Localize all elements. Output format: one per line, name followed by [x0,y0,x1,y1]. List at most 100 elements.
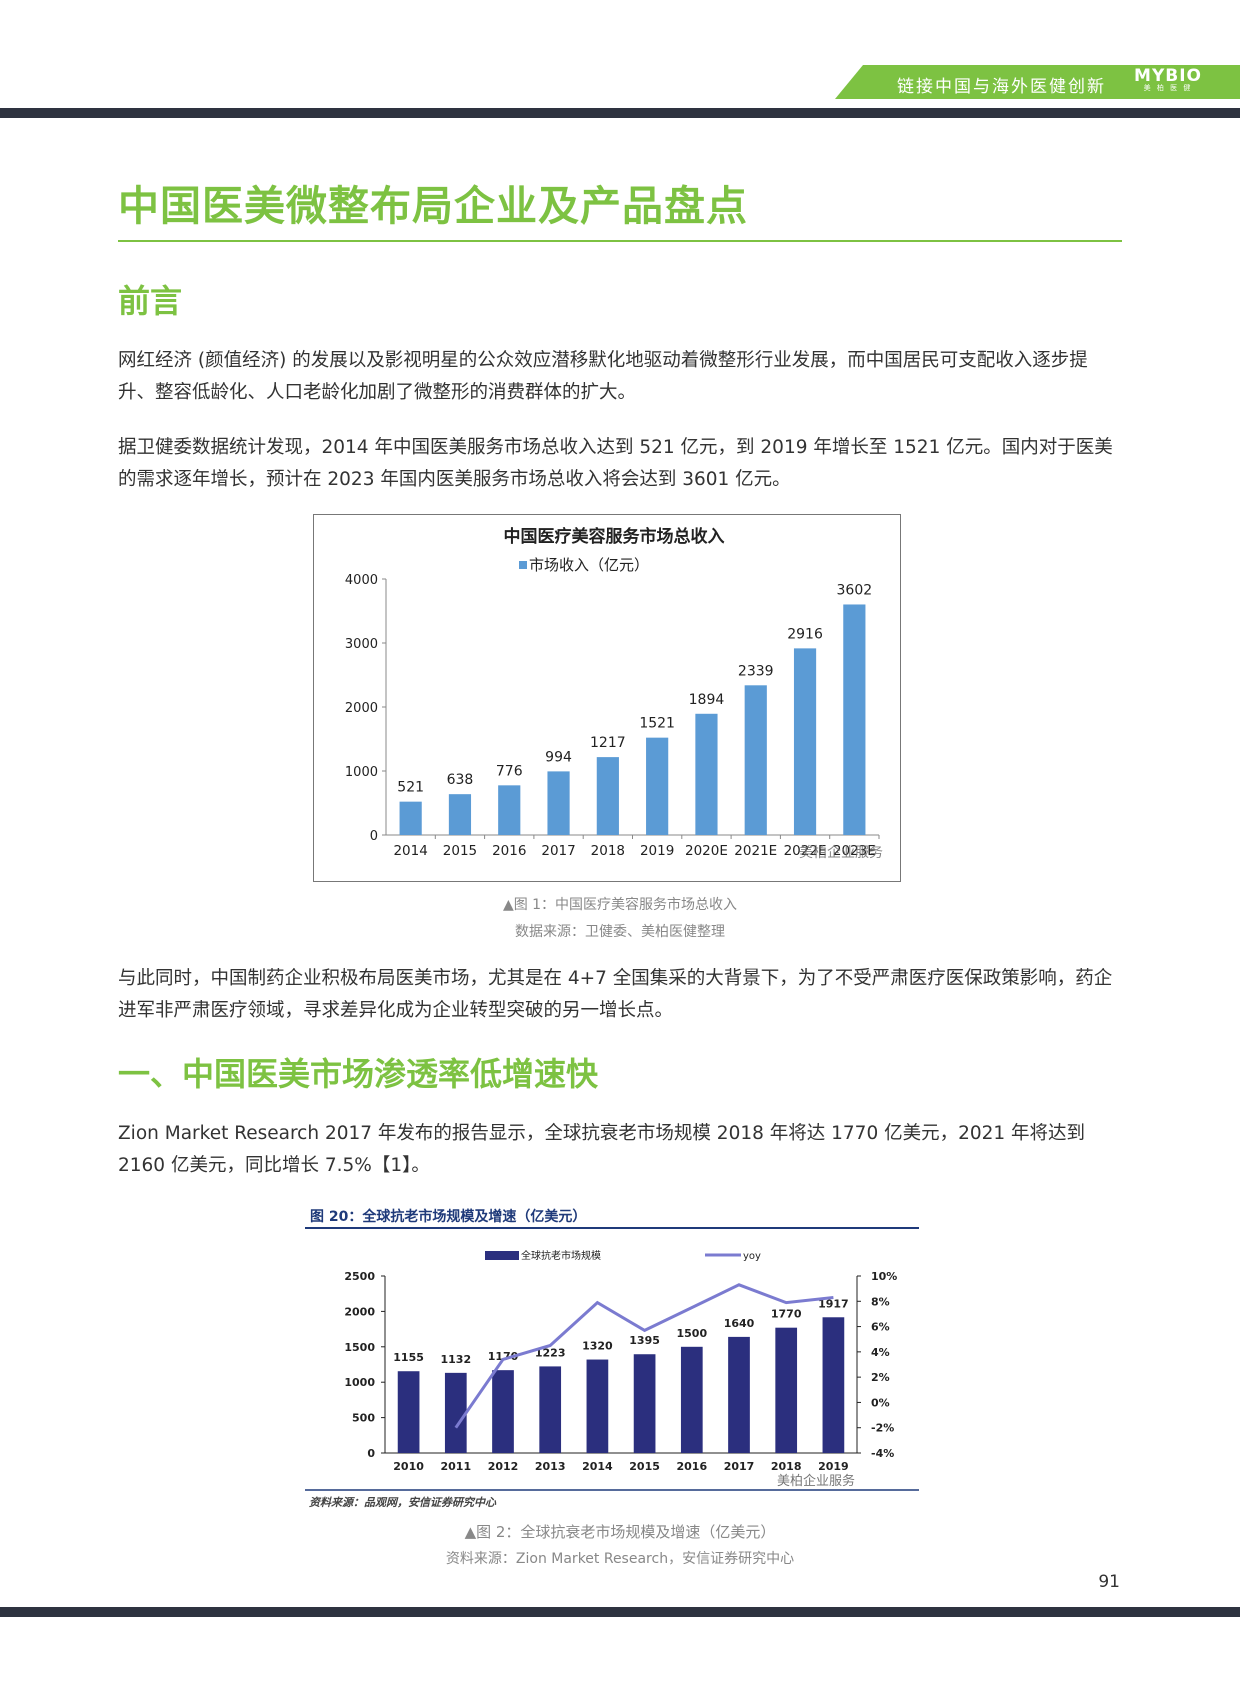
x-tick-label: 2023E [833,843,876,859]
paragraph-2: 据卫健委数据统计发现，2014 年中国医美服务市场总收入达到 521 亿元，到 … [118,437,1113,490]
data-label: 776 [496,763,523,779]
bar [397,1371,420,1453]
bar [586,1359,609,1453]
x-tick-label: 2019 [640,843,674,859]
bar [444,1372,467,1453]
bar [695,713,718,835]
y-tick-label: 500 [352,1412,375,1425]
data-label: 1217 [590,735,626,751]
y-tick-label: 0 [367,1447,375,1460]
header-rule [0,108,1240,118]
x-tick-label: 2020E [685,843,728,859]
y-tick-label: 2000 [345,701,378,716]
figure-2-svg: 图 20：全球抗老市场规模及增速（亿美元） 全球抗老市场规模 yoy 0 500 1… [305,1208,919,1509]
bar [822,1317,845,1453]
data-label: 3602 [837,582,873,598]
x-tick-label: 2014 [582,1460,613,1473]
data-label: 1170 [488,1350,519,1363]
x-tick-label: 2014 [393,843,427,859]
data-label: 1223 [535,1346,566,1359]
bar [775,1327,798,1453]
data-label: 521 [397,780,424,796]
section-heading-1: 一、中国医美市场渗透率低增速快 [118,1055,599,1093]
data-label: 1132 [440,1353,471,1366]
y2-tick-label: 2% [871,1371,890,1384]
page-number: 91 [1098,1572,1120,1592]
x-tick-label: 2015 [629,1460,660,1473]
data-label: 1155 [393,1351,424,1364]
bar [596,757,619,835]
x-tick-label: 2011 [440,1460,471,1473]
header-tagline: 链接中国与海外医健创新 [897,77,1106,97]
figure-1-source: 数据来源：卫健委、美柏医健整理 [515,924,725,940]
chart-title: 图 20：全球抗老市场规模及增速（亿美元） [310,1208,586,1225]
data-label: 1395 [629,1334,660,1347]
data-label: 1917 [818,1297,849,1310]
title-divider [118,240,1122,242]
x-tick-label: 2016 [676,1460,707,1473]
data-label: 1894 [689,692,725,708]
paragraph-3: 与此同时，中国制药企业积极布局医美市场，尤其是在 4+7 全国集采的大背景下，为… [118,968,1113,1021]
chart-source-note: 资料来源：品观网，安信证券研究中心 [309,1496,497,1509]
y2-tick-label: 6% [871,1321,890,1334]
yoy-line [454,1283,834,1429]
figure-2-chart: 图 20：全球抗老市场规模及增速（亿美元） 全球抗老市场规模 yoy 0 500 1… [305,1203,919,1516]
y-tick-label: 3000 [345,637,378,652]
data-label: 2339 [738,663,774,679]
data-label: 2916 [787,626,823,642]
data-label: 1500 [676,1327,707,1340]
brand-logo: MYBIO 美 柏 医 健 [1134,66,1202,93]
data-label: 1521 [639,716,675,732]
x-tick-label: 2021E [734,843,777,859]
data-label: 1770 [771,1308,802,1321]
bar [399,801,422,835]
x-tick-label: 2018 [771,1460,802,1473]
header-banner: 链接中国与海外医健创新 MYBIO 美 柏 医 健 [835,65,1240,99]
y-tick-label: 4000 [345,573,378,588]
bar [793,648,817,835]
bar [492,1370,514,1453]
bar [728,1336,750,1453]
bar [744,685,767,835]
x-tick-label: 2022E [784,843,827,859]
bar [680,1346,703,1453]
figure-2-source: 资料来源：Zion Market Research，安信证券研究中心 [445,1551,795,1567]
figure-1-svg: 中国医疗美容服务市场总收入 市场收入（亿元） 0 1000 2000 3000 4000… [345,526,883,861]
bar [633,1354,656,1453]
y-tick-label: 2500 [344,1270,375,1283]
y2-tick-label: 4% [871,1346,890,1359]
y-tick-label: 0 [370,829,378,844]
y2-tick-label: 8% [871,1295,890,1308]
legend-swatch-bar [485,1251,519,1260]
chart-title: 中国医疗美容服务市场总收入 [504,526,725,547]
figure-1-chart: 中国医疗美容服务市场总收入 市场收入（亿元） 0 1000 2000 3000 4000… [313,514,901,882]
y2-tick-label: -4% [871,1447,894,1460]
data-label: 1640 [724,1317,755,1330]
y2-tick-label: 10% [871,1270,897,1283]
data-label: 638 [447,772,474,788]
brand-logo-text: MYBIO [1134,66,1202,86]
bar [843,604,866,835]
bar [547,771,570,835]
section-heading-preface: 前言 [118,282,183,320]
legend-label-bar: 全球抗老市场规模 [521,1249,601,1262]
bar [539,1366,562,1453]
watermark: 美柏企业服务 [777,1473,855,1489]
y-tick-label: 2000 [344,1305,375,1318]
x-tick-label: 2012 [488,1460,519,1473]
figure-2-caption: ▲图 2：全球抗衰老市场规模及增速（亿美元） [464,1523,776,1541]
x-tick-label: 2010 [393,1460,424,1473]
footer-rule [0,1607,1240,1617]
x-tick-label: 2013 [535,1460,566,1473]
bar [498,785,521,835]
watermark: 美柏企业服务 [799,844,883,861]
data-label: 994 [545,749,572,765]
x-tick-label: 2018 [591,843,625,859]
page-header: 链接中国与海外医健创新 MYBIO 美 柏 医 健 [0,0,1240,118]
bar [646,737,669,835]
y-tick-label: 1500 [344,1341,375,1354]
data-label: 1320 [582,1340,613,1353]
y-tick-label: 1000 [344,1376,375,1389]
legend-label: 市场收入（亿元） [529,556,649,574]
x-tick-label: 2016 [492,843,526,859]
